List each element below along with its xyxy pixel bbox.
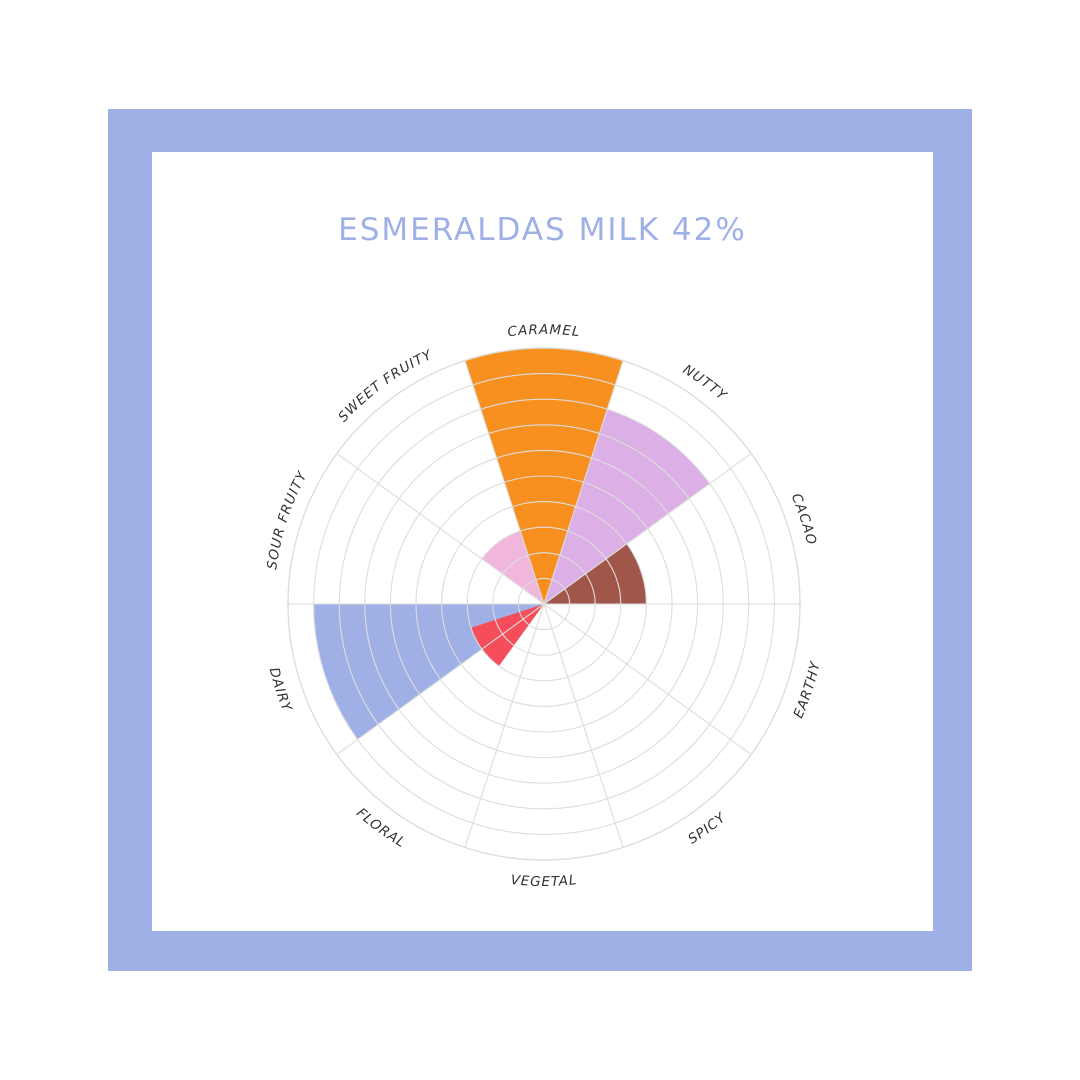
label-earthy: EARTHY — [790, 659, 824, 721]
label-vegetal: VEGETAL — [510, 872, 578, 890]
grid-layer — [287, 347, 801, 861]
grid-spoke — [543, 603, 752, 755]
wedge-extra-0 — [470, 604, 544, 667]
chart-title: ESMERALDAS MILK 42% — [338, 212, 747, 248]
label-sweet-fruity: SWEET FRUITY — [335, 347, 435, 426]
label-caramel: CARAMEL — [507, 322, 582, 340]
grid-spoke — [464, 603, 545, 848]
wedge-sweet-fruity — [481, 530, 544, 604]
grid-spoke — [543, 453, 752, 605]
label-cacao: CACAO — [788, 491, 820, 547]
grid-spoke — [336, 453, 545, 605]
grid-spoke — [336, 603, 545, 755]
grid-spoke — [543, 603, 624, 848]
label-sour-fruity: SOUR FRUITY — [264, 468, 311, 571]
label-dairy: DAIRY — [266, 666, 296, 715]
label-nutty: NUTTY — [680, 362, 731, 405]
grid-spoke — [464, 360, 545, 605]
wedge-cacao — [544, 543, 647, 604]
label-floral: FLORAL — [353, 805, 408, 851]
grid-spoke — [543, 360, 624, 605]
label-spicy: SPICY — [685, 809, 730, 848]
